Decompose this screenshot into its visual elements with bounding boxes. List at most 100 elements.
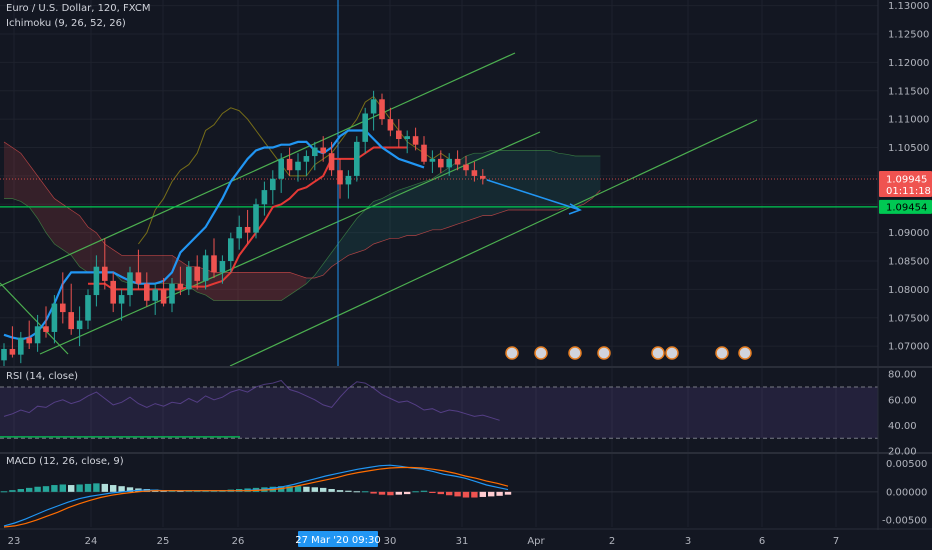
price-tick-label-2: 1.12000 xyxy=(888,58,929,69)
macd-signal-line xyxy=(3,466,509,528)
rsi-tick-label-2: 40.00 xyxy=(888,421,917,432)
time-tick-label-9: 6 xyxy=(759,536,765,547)
macd-legend[interactable]: MACD (12, 26, close, 9) xyxy=(6,456,124,467)
time-tick-label-1: 24 xyxy=(85,536,98,547)
candle-body-20 xyxy=(169,283,175,304)
ichimoku-legend[interactable]: Ichimoku (9, 26, 52, 26) xyxy=(6,18,126,29)
forecast-arrow-head xyxy=(568,203,582,215)
symbol-title: Euro / U.S. Dollar, 120, FXCM xyxy=(6,3,151,14)
candle-body-2 xyxy=(18,337,24,355)
candle-body-53 xyxy=(446,158,452,168)
candle-body-50 xyxy=(421,144,427,162)
time-tick-label-3: 26 xyxy=(232,536,245,547)
rsi-line xyxy=(3,379,500,421)
price-tick-label-10: 1.08000 xyxy=(888,285,929,296)
macd-histogram-bar-44 xyxy=(370,491,377,494)
macd-histogram-bar-14 xyxy=(118,486,125,492)
price-tick-label-1: 1.12500 xyxy=(888,30,929,41)
time-tick-label-5: 31 xyxy=(456,536,469,547)
candle-body-52 xyxy=(438,158,444,168)
event-bubble-2-1 xyxy=(665,346,679,360)
candle-body-38 xyxy=(320,147,326,154)
price-tick-label-3: 1.11500 xyxy=(888,86,929,97)
candle-body-21 xyxy=(177,283,184,290)
candle-body-8 xyxy=(68,312,74,330)
event-bubble-1-0 xyxy=(568,346,582,360)
time-tick-label-4: 30 xyxy=(384,536,397,547)
crosshair-time-label: 27 Mar '20 09:30 xyxy=(295,535,380,546)
candle-body-18 xyxy=(152,289,158,301)
candle-body-33 xyxy=(278,158,284,179)
macd-histogram-bar-11 xyxy=(93,483,100,492)
rsi-legend[interactable]: RSI (14, close) xyxy=(6,371,78,382)
rsi-title: RSI (14, close) xyxy=(6,371,79,382)
tenkan-sen-line xyxy=(3,129,425,341)
candle-body-22 xyxy=(186,266,192,290)
symbol-legend[interactable]: Euro / U.S. Dollar, 120, FXCM xyxy=(6,3,151,14)
level-label: 1.09454 xyxy=(886,202,927,213)
price-tick-label-9: 1.08500 xyxy=(888,257,929,268)
candle-body-27 xyxy=(228,238,234,262)
candle-body-35 xyxy=(295,161,301,171)
channel-left-line xyxy=(0,282,69,355)
candle-body-9 xyxy=(76,320,83,330)
rsi-tick-label-0: 80.00 xyxy=(888,370,917,381)
macd-histogram-bar-40 xyxy=(336,490,344,492)
candle-body-43 xyxy=(362,113,368,142)
macd-histogram-bar-45 xyxy=(378,491,386,495)
event-bubble-0-0 xyxy=(505,346,519,360)
main-pane xyxy=(0,0,878,527)
candle-body-15 xyxy=(127,272,133,296)
event-bubble-1-1 xyxy=(597,346,611,360)
price-tick-label-4: 1.11000 xyxy=(888,115,929,126)
macd-histogram-bar-15 xyxy=(126,487,134,492)
macd-pane xyxy=(0,464,878,528)
candle-body-44 xyxy=(370,99,377,114)
macd-histogram-bar-51 xyxy=(429,491,436,493)
price-tick-label-5: 1.10500 xyxy=(888,143,929,154)
macd-histogram-bar-13 xyxy=(110,485,117,492)
crosshair-time-badge xyxy=(298,531,378,547)
candle-body-37 xyxy=(312,147,318,157)
last-price-badge xyxy=(879,171,932,198)
event-bubble-3-0 xyxy=(715,346,729,360)
candle-body-49 xyxy=(412,136,419,145)
candle-body-1 xyxy=(9,348,16,355)
level-badge xyxy=(879,199,932,214)
candle-body-55 xyxy=(463,164,469,171)
candle-body-56 xyxy=(471,170,478,176)
candle-body-31 xyxy=(261,190,268,205)
price-tick-label-0: 1.13000 xyxy=(888,1,929,12)
candle-body-28 xyxy=(236,226,242,239)
candle-body-23 xyxy=(194,266,200,281)
macd-histogram-bar-10 xyxy=(84,483,92,492)
macd-histogram-bar-53 xyxy=(446,491,453,496)
candle-body-42 xyxy=(354,141,360,176)
rsi-pane xyxy=(0,379,878,439)
macd-histogram-bar-42 xyxy=(353,491,360,493)
macd-histogram-bar-55 xyxy=(462,491,470,498)
macd-histogram-bar-52 xyxy=(437,491,444,495)
ichimoku-title: Ichimoku (9, 26, 52, 26) xyxy=(6,18,126,29)
candle-body-29 xyxy=(244,226,251,233)
rsi-tick-label-3: 20.00 xyxy=(888,447,917,458)
macd-histogram-bar-56 xyxy=(471,491,478,498)
channel-upper-line xyxy=(0,52,516,287)
last-price-label: 1.09945 xyxy=(886,175,927,186)
candle-body-19 xyxy=(160,289,167,304)
candle-body-48 xyxy=(404,136,410,140)
macd-histogram-bar-39 xyxy=(328,489,335,492)
candle-body-4 xyxy=(34,326,41,344)
channel-lower-line xyxy=(39,131,541,355)
time-tick-label-0: 23 xyxy=(8,536,21,547)
macd-histogram-bar-5 xyxy=(42,486,50,492)
candle-body-11 xyxy=(93,266,100,296)
candle-body-39 xyxy=(328,153,335,171)
candle-body-45 xyxy=(379,99,385,120)
macd-title: MACD (12, 26, close, 9) xyxy=(6,456,124,467)
macd-histogram-bar-0 xyxy=(0,491,8,493)
